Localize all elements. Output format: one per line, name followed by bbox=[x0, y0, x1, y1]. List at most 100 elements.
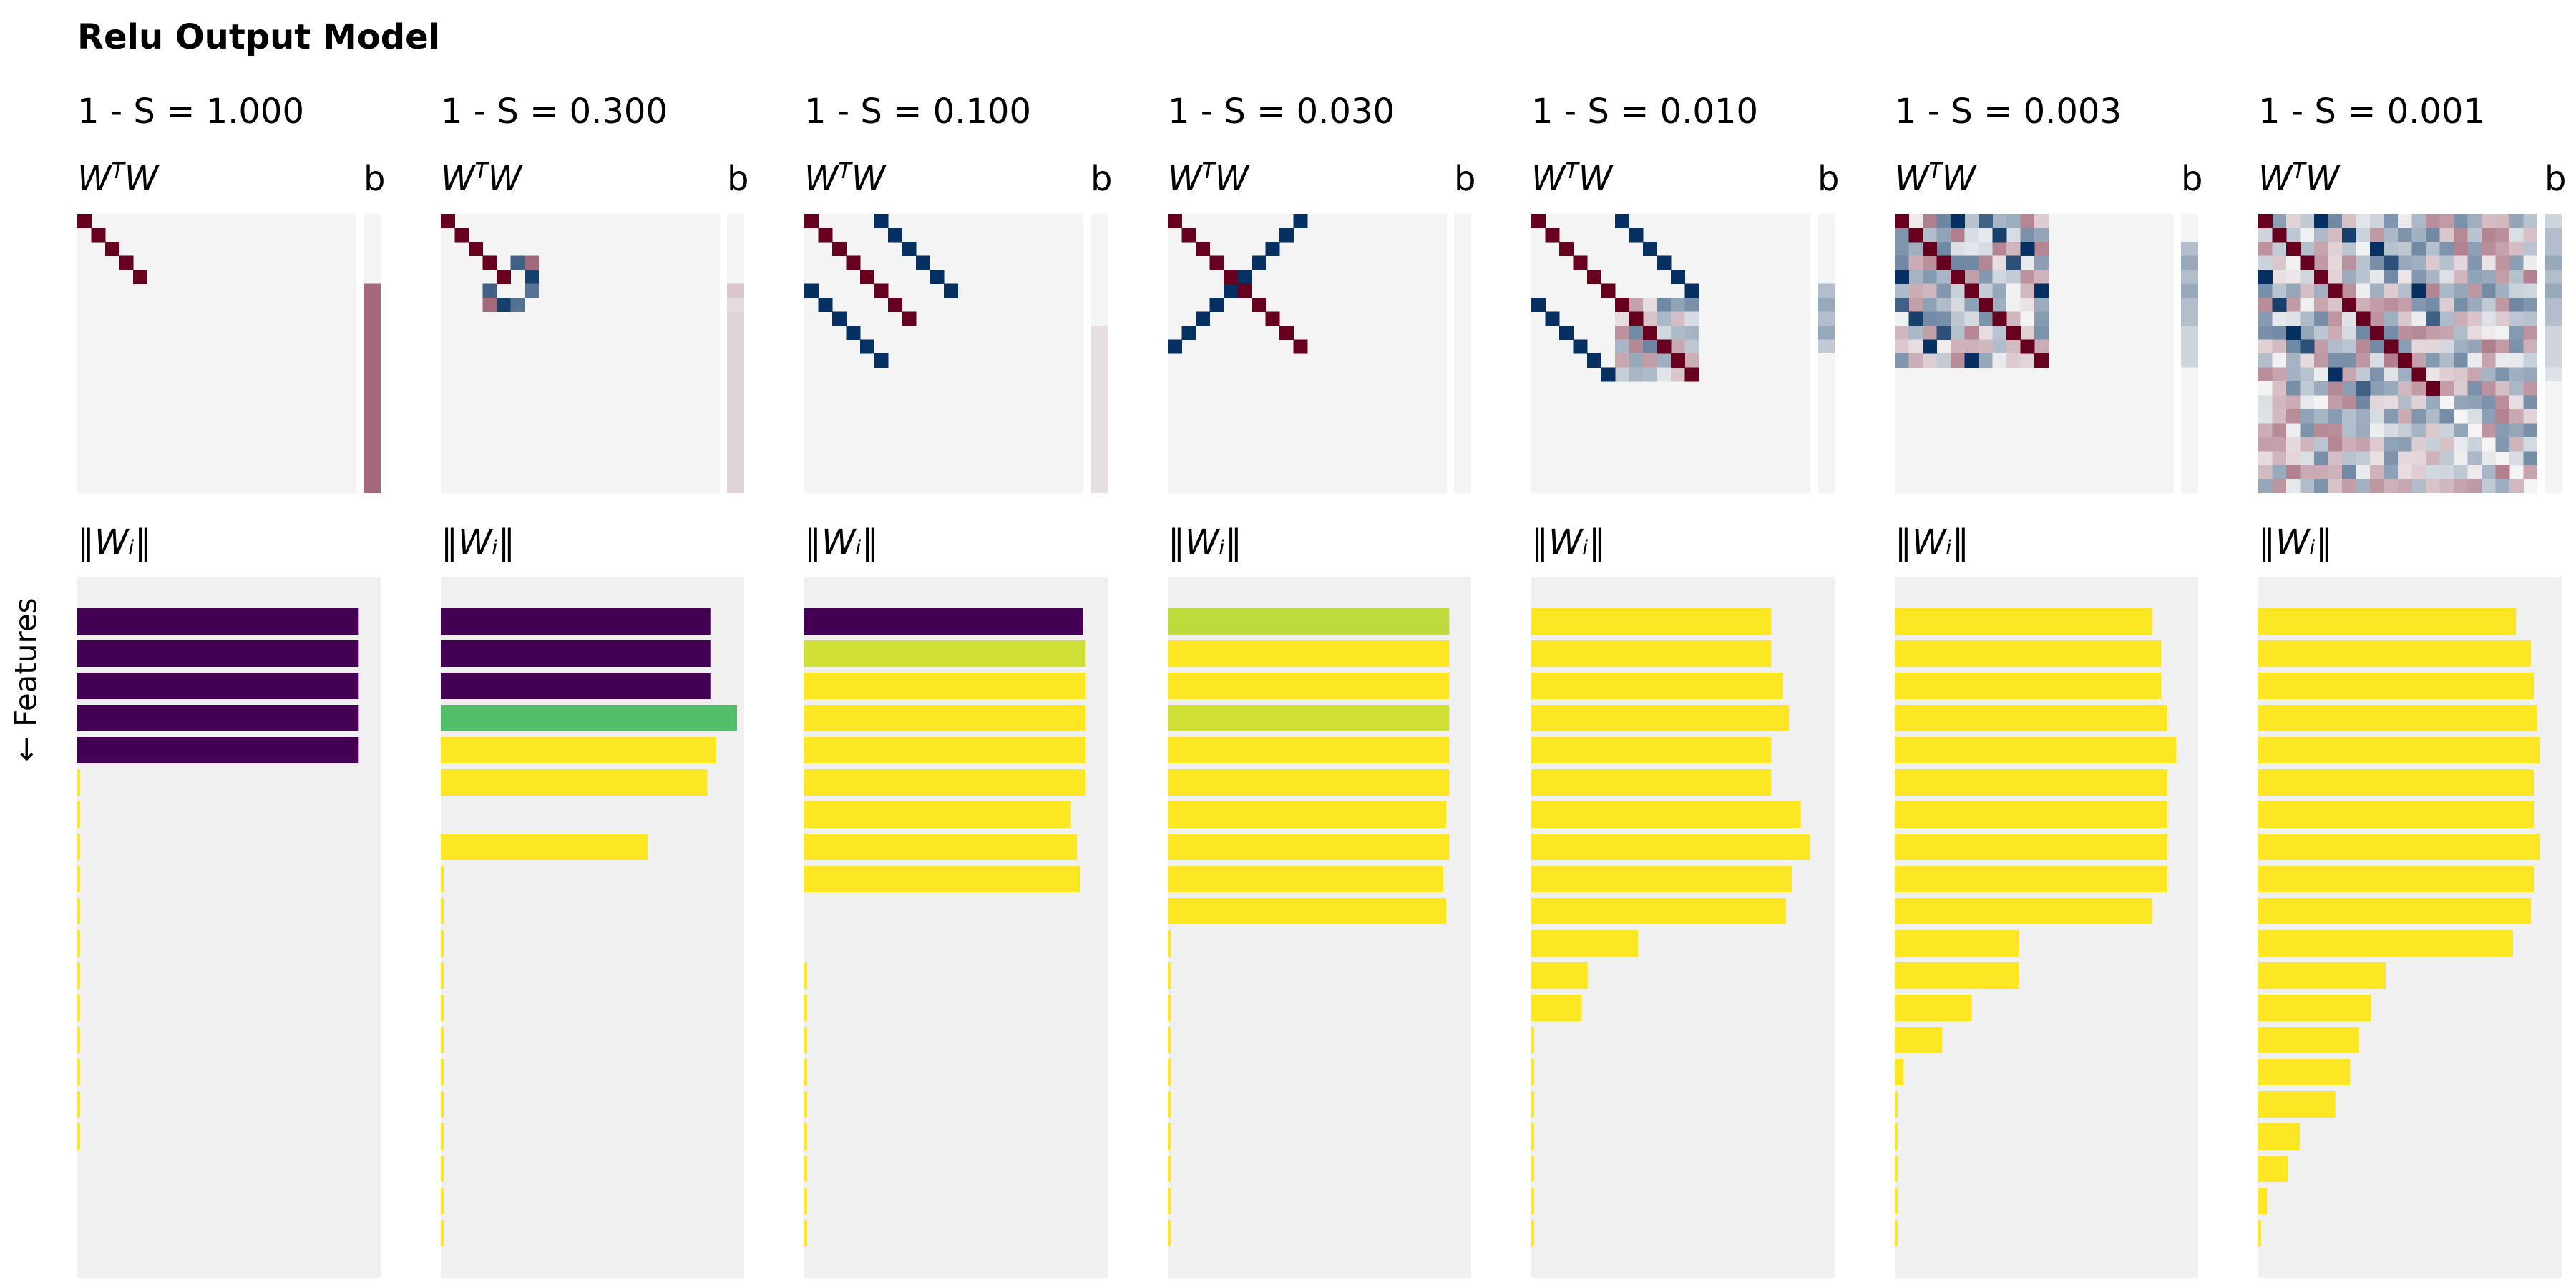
heatmap-cell bbox=[1936, 242, 1951, 256]
bias-label: b bbox=[1818, 159, 1840, 199]
heatmap-cell bbox=[2328, 367, 2343, 382]
bias-cell bbox=[727, 214, 744, 228]
heatmap-cell bbox=[1923, 255, 1937, 270]
norm-bar bbox=[2258, 608, 2517, 635]
bias-cell bbox=[2181, 353, 2198, 368]
heatmap-cell bbox=[2342, 214, 2356, 228]
bias-cell bbox=[364, 395, 381, 410]
heatmap-cell bbox=[2495, 465, 2510, 479]
norm-bar bbox=[1895, 769, 2167, 796]
heatmap-cell bbox=[2454, 283, 2468, 298]
heatmap-cell bbox=[2356, 214, 2371, 228]
heatmap-cell bbox=[2370, 367, 2384, 382]
heatmap-cell bbox=[2523, 367, 2537, 382]
heatmap-cell bbox=[1923, 283, 1937, 298]
bias-cell bbox=[364, 367, 381, 382]
heatmap-cell bbox=[2020, 242, 2035, 256]
norm-label: ‖Wᵢ‖ bbox=[2258, 522, 2333, 562]
heatmap-cell bbox=[2384, 214, 2399, 228]
heatmap-diagonal-cell bbox=[874, 283, 889, 298]
bias-cell bbox=[364, 298, 381, 312]
norm-label: ‖Wᵢ‖ bbox=[441, 522, 516, 562]
norm-bar bbox=[441, 705, 737, 731]
heatmap-cell bbox=[2356, 339, 2371, 354]
heatmap-cell bbox=[2328, 311, 2343, 326]
heatmap-cell bbox=[1979, 255, 1993, 270]
wtw-heatmap bbox=[1531, 214, 1810, 493]
norm-bar bbox=[441, 866, 444, 892]
heatmap-cell bbox=[2272, 326, 2287, 340]
norm-bar bbox=[1168, 1091, 1171, 1118]
bias-cell bbox=[727, 298, 744, 312]
norm-bar bbox=[1895, 1188, 1898, 1214]
heatmap-cell bbox=[2370, 465, 2384, 479]
heatmap-cell bbox=[1629, 367, 1644, 382]
norm-bar bbox=[1531, 737, 1772, 763]
heatmap-cell bbox=[2482, 283, 2496, 298]
heatmap-cell bbox=[2509, 479, 2524, 493]
wtw-label: WTW bbox=[77, 159, 159, 199]
heatmap-cell bbox=[1643, 353, 1657, 368]
heatmap-cell bbox=[1895, 270, 1909, 284]
norm-bar bbox=[2258, 769, 2534, 796]
heatmap-cell bbox=[2439, 381, 2454, 396]
heatmap-cell bbox=[1895, 283, 1909, 298]
heatmap-cell bbox=[2342, 326, 2356, 340]
heatmap-cell bbox=[2258, 255, 2273, 270]
heatmap-cell bbox=[2384, 283, 2399, 298]
bias-cell bbox=[1818, 326, 1835, 340]
heatmap-cell bbox=[2454, 326, 2468, 340]
bias-label: b bbox=[364, 159, 386, 199]
heatmap-diagonal-cell bbox=[2384, 339, 2399, 354]
bias-cell bbox=[727, 423, 744, 438]
heatmap-cell bbox=[2398, 255, 2412, 270]
heatmap-cell bbox=[2398, 409, 2412, 424]
bias-cell bbox=[727, 283, 744, 298]
bias-cell bbox=[2545, 479, 2562, 493]
bias-cell bbox=[1091, 339, 1108, 354]
heatmap-cell bbox=[1951, 228, 1965, 243]
norm-bar bbox=[1168, 640, 1450, 667]
features-axis-label: ← Features bbox=[8, 597, 44, 762]
heatmap-cell bbox=[1279, 228, 1294, 243]
heatmap-cell bbox=[1936, 311, 1951, 326]
bias-cell bbox=[2181, 339, 2198, 354]
norm-bar bbox=[441, 995, 444, 1021]
heatmap-cell bbox=[2272, 395, 2287, 410]
bias-cell bbox=[1818, 214, 1835, 228]
heatmap-cell bbox=[2300, 367, 2315, 382]
heatmap-cell bbox=[2398, 214, 2412, 228]
heatmap-cell bbox=[1951, 242, 1965, 256]
norm-bar bbox=[1531, 1156, 1535, 1182]
bias-cell bbox=[1091, 423, 1108, 438]
heatmap-cell bbox=[2258, 353, 2273, 368]
heatmap-cell bbox=[2523, 255, 2537, 270]
heatmap-cell bbox=[510, 298, 525, 312]
heatmap-cell bbox=[2272, 214, 2287, 228]
bias-cell bbox=[2545, 339, 2562, 354]
heatmap-cell bbox=[2342, 283, 2356, 298]
heatmap-cell bbox=[1908, 326, 1923, 340]
heatmap-cell bbox=[1964, 228, 1979, 243]
norm-bar bbox=[1168, 1188, 1171, 1214]
bias-cell bbox=[2545, 283, 2562, 298]
heatmap-cell bbox=[2272, 479, 2287, 493]
chart-panel: 1 - S = 0.030 WTW b ‖Wᵢ‖ bbox=[1168, 0, 1475, 1288]
heatmap-diagonal-cell bbox=[888, 298, 902, 312]
heatmap-cell bbox=[525, 283, 539, 298]
norm-bar bbox=[1895, 673, 2162, 699]
heatmap-cell bbox=[2426, 353, 2440, 368]
bias-cell bbox=[1454, 326, 1471, 340]
norm-label: ‖Wᵢ‖ bbox=[1895, 522, 1970, 562]
heatmap-cell bbox=[1615, 311, 1629, 326]
heatmap-cell bbox=[2314, 409, 2328, 424]
heatmap-cell bbox=[1936, 214, 1951, 228]
heatmap-cell bbox=[2495, 381, 2510, 396]
wtw-heatmap bbox=[1168, 214, 1447, 493]
norm-bar bbox=[2258, 1156, 2288, 1182]
heatmap-cell bbox=[1196, 311, 1210, 326]
heatmap-cell bbox=[2006, 339, 2021, 354]
heatmap-cell bbox=[1224, 283, 1238, 298]
heatmap-diagonal-cell bbox=[1265, 311, 1280, 326]
heatmap-cell bbox=[2342, 242, 2356, 256]
